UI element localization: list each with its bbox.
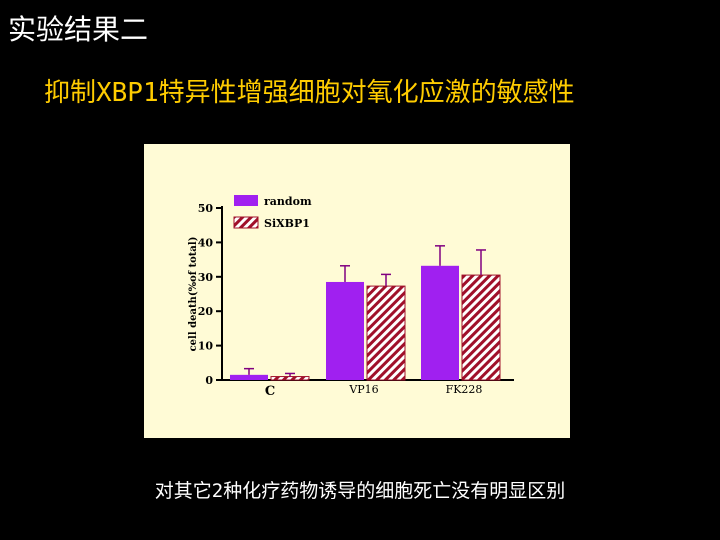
y-tick-label: 0 <box>205 374 213 387</box>
legend-label: SiXBP1 <box>264 217 310 230</box>
chart-panel: 0 10 20 30 40 50 cell death(%of total) C VP16 FK2… <box>144 144 570 438</box>
bar-random-fk228 <box>421 265 459 380</box>
slide-heading: 实验结果二 <box>8 13 149 46</box>
bar-sixbp1-fk228 <box>461 274 501 381</box>
y-tick-label: 50 <box>198 202 214 215</box>
y-tick-label: 10 <box>198 340 214 353</box>
y-tick-label: 40 <box>198 236 214 249</box>
slide-subtitle: 抑制XBP1特异性增强细胞对氧化应激的敏感性 <box>44 78 575 108</box>
x-tick-label: VP16 <box>348 383 378 396</box>
bar-random-vp16 <box>326 281 364 380</box>
y-axis-label: cell death(%of total) <box>188 237 199 352</box>
legend-swatch <box>234 195 258 206</box>
x-tick-label: FK228 <box>446 383 483 396</box>
bar-sixbp1-c <box>270 376 310 381</box>
bar-random-c <box>230 374 268 380</box>
legend-label: random <box>264 195 312 208</box>
legend-swatch <box>233 216 259 229</box>
bar-sixbp1-vp16 <box>366 285 406 381</box>
bar-chart: 0 10 20 30 40 50 cell death(%of total) C VP16 FK2… <box>188 195 514 399</box>
y-tick-label: 20 <box>198 305 214 318</box>
y-tick-label: 30 <box>198 271 214 284</box>
x-tick-label: C <box>265 384 275 399</box>
slide-footer: 对其它2种化疗药物诱导的细胞死亡没有明显区别 <box>154 480 566 502</box>
